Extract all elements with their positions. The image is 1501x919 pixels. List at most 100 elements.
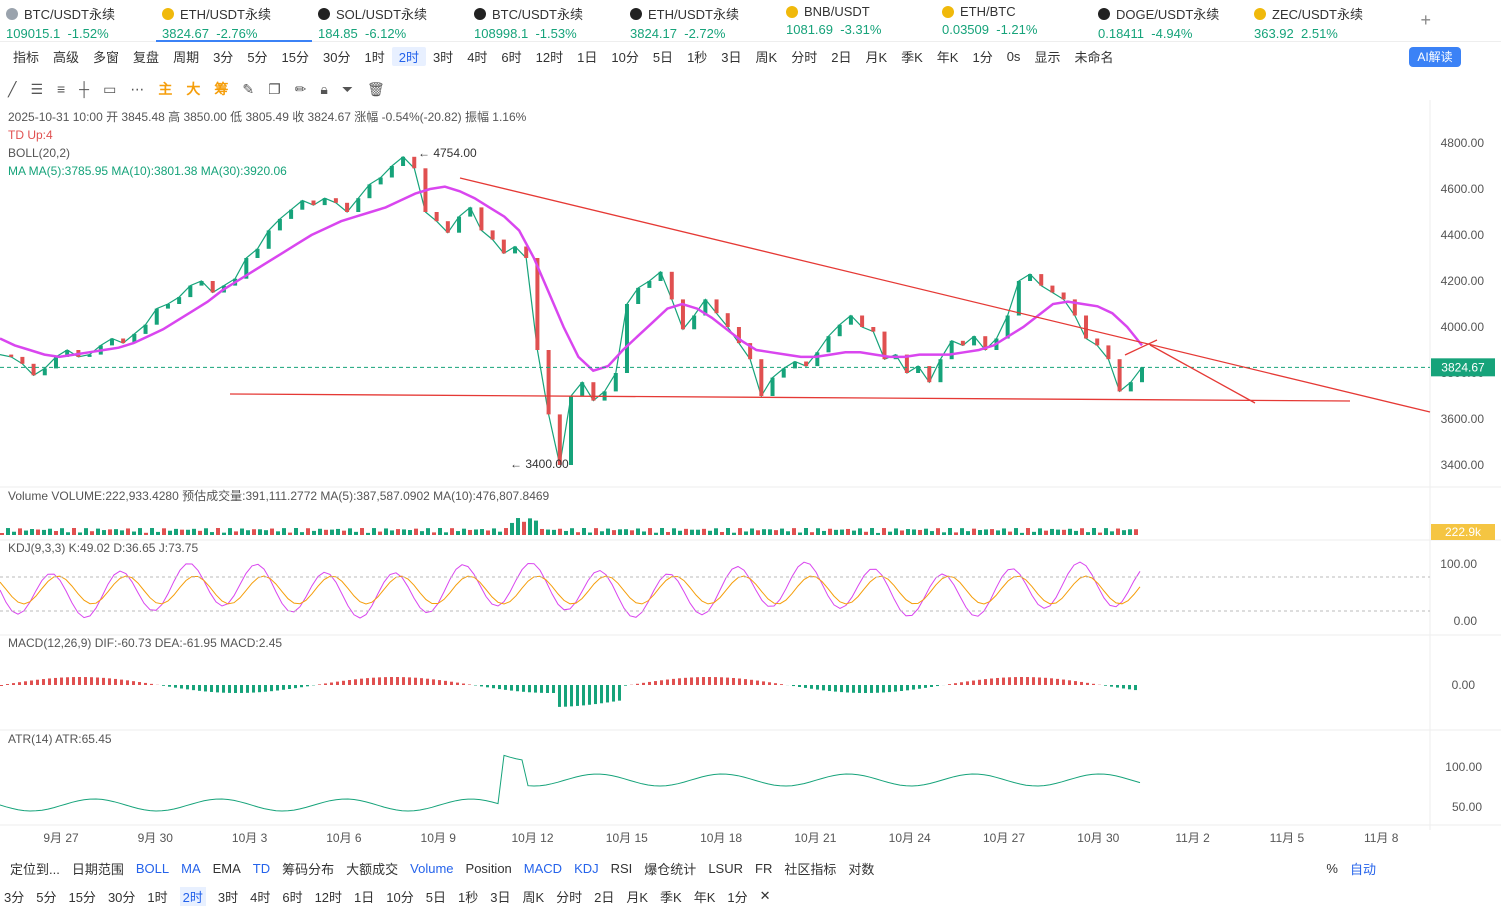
bottom-period-button[interactable]: 2时 [179, 886, 206, 906]
bottom-period-button[interactable]: 月K [626, 889, 649, 905]
bottom-period-button[interactable]: 周K [522, 889, 545, 905]
indicator-toggle[interactable]: RSI [610, 860, 633, 876]
filter-tool-icon[interactable]: ⏷ [341, 80, 354, 97]
period-button[interactable]: 5分 [247, 49, 268, 65]
indicator-toggle[interactable]: MA [181, 860, 201, 876]
period-button[interactable]: 3时 [432, 49, 454, 65]
period-button[interactable]: 分时 [791, 49, 818, 65]
large-order-button[interactable]: 大 [186, 81, 201, 97]
period-button[interactable]: 3分 [213, 49, 234, 65]
add-ticker-icon[interactable]: + [1420, 10, 1431, 30]
lock-tool-icon[interactable]: 🔒︎ [320, 80, 328, 97]
brush-tool-icon[interactable]: ✎ [242, 80, 255, 97]
bottom-period-button[interactable]: 6时 [282, 889, 303, 905]
indicator-toggle[interactable]: KDJ [574, 860, 599, 876]
period-button[interactable]: 6时 [501, 49, 522, 65]
ticker-tab[interactable]: ZEC/USDT永续 363.92 2.51% [1248, 0, 1404, 42]
bottom-period-button[interactable]: 1秒 [457, 889, 479, 905]
indicator-toggle[interactable]: % [1326, 860, 1338, 876]
period-button[interactable]: 周期 [173, 49, 200, 65]
ticker-tab[interactable]: ETH/BTC 0.03509 -1.21% [936, 0, 1092, 42]
pencil-tool-icon[interactable]: ✏ [294, 80, 307, 97]
period-button[interactable]: 2日 [831, 49, 852, 65]
bottom-period-button[interactable]: 1时 [147, 889, 168, 905]
ticker-tab[interactable]: DOGE/USDT永续 0.18411 -4.94% [1092, 0, 1248, 42]
period-button[interactable]: 1日 [577, 49, 598, 65]
ai-analysis-button[interactable]: AI解读 [1409, 47, 1461, 67]
indicator-toggle[interactable]: 自动 [1349, 861, 1376, 877]
period-button[interactable]: 4时 [467, 49, 488, 65]
ticker-tab[interactable]: BTC/USDT永续 109015.1 -1.52% [0, 0, 156, 42]
bottom-period-button[interactable]: 1日 [354, 889, 375, 905]
bottom-period-button[interactable]: 12时 [314, 889, 343, 905]
period-button[interactable]: 周K [755, 49, 778, 65]
period-button[interactable]: 显示 [1034, 49, 1061, 65]
line-tool-icon[interactable]: ╱ [8, 80, 17, 97]
bottom-period-button[interactable]: 5日 [425, 889, 446, 905]
copy-tool-icon[interactable]: ❐ [268, 80, 281, 97]
rect-tool-icon[interactable]: ▭ [103, 80, 117, 97]
period-button[interactable]: 15分 [281, 49, 310, 65]
bottom-period-button[interactable]: 1分 [727, 889, 748, 905]
period-button[interactable]: 季K [901, 49, 923, 65]
indicator-toggle[interactable]: 日期范围 [71, 861, 124, 877]
bottom-period-button[interactable]: 年K [693, 889, 716, 905]
period-button[interactable]: 2时 [391, 46, 426, 66]
main-indicator-button[interactable]: 主 [158, 81, 173, 97]
bottom-period-button[interactable]: 3分 [4, 889, 25, 905]
indicator-toggle[interactable]: EMA [212, 860, 241, 876]
period-button[interactable]: 3日 [721, 49, 742, 65]
indicator-toggle[interactable]: 社区指标 [784, 861, 837, 877]
close-icon[interactable]: ✕ [759, 888, 771, 903]
indicator-toggle[interactable]: BOLL [135, 860, 170, 876]
indicator-toggle[interactable]: MACD [523, 860, 563, 876]
price-chart[interactable]: 4800.004600.004400.004200.004000.003800.… [0, 100, 1501, 845]
indicator-toggle[interactable]: 大额成交 [346, 861, 399, 877]
trash-tool-icon[interactable]: 🗑︎ [367, 80, 385, 97]
period-button[interactable]: 10分 [611, 49, 639, 65]
ticker-tab[interactable]: BNB/USDT 1081.69 -3.31% [780, 0, 936, 42]
period-button[interactable]: 1分 [972, 49, 993, 65]
ticker-tab[interactable]: ETH/USDT永续 3824.17 -2.72% [624, 0, 780, 42]
bottom-period-button[interactable]: 季K [660, 889, 682, 905]
bottom-period-button[interactable]: 5分 [36, 889, 57, 905]
chip-button[interactable]: 筹 [214, 81, 229, 97]
bottom-period-button[interactable]: 2日 [594, 889, 615, 905]
bottom-period-button[interactable]: 30分 [107, 889, 136, 905]
ticker-tab[interactable]: ETH/USDT永续 3824.67 -2.76% [156, 0, 312, 42]
period-button[interactable]: 12时 [535, 49, 564, 65]
indicator-toggle[interactable]: Position [465, 860, 512, 876]
hline-tool-icon[interactable]: ☰ [30, 80, 43, 97]
ticker-tab[interactable]: BTC/USDT永续 108998.1 -1.53% [468, 0, 624, 42]
more-tool-icon[interactable]: ⋯ [130, 80, 145, 97]
indicator-toggle[interactable]: 筹码分布 [282, 861, 335, 877]
period-button[interactable]: 30分 [323, 49, 351, 65]
indicator-toggle[interactable]: TD [252, 860, 271, 876]
bottom-period-button[interactable]: 15分 [68, 889, 96, 905]
indicator-toggle[interactable]: 对数 [848, 861, 875, 877]
period-button[interactable]: 未命名 [1074, 49, 1114, 65]
bottom-period-button[interactable]: 分时 [556, 889, 583, 905]
period-button[interactable]: 1时 [364, 49, 385, 65]
bottom-period-button[interactable]: 3日 [490, 889, 511, 905]
channel-tool-icon[interactable]: ≡ [57, 81, 66, 97]
period-button[interactable]: 指标 [13, 49, 40, 65]
period-button[interactable]: 多窗 [93, 49, 120, 65]
period-button[interactable]: 年K [936, 49, 959, 65]
period-button[interactable]: 1秒 [687, 49, 708, 65]
cross-tool-icon[interactable]: ┼ [79, 81, 90, 97]
period-button[interactable]: 月K [865, 49, 888, 65]
period-button[interactable]: 高级 [53, 49, 80, 65]
bottom-period-button[interactable]: 10分 [386, 889, 414, 905]
indicator-toggle[interactable]: LSUR [708, 860, 743, 876]
indicator-toggle[interactable]: FR [755, 860, 773, 876]
period-button[interactable]: 5日 [652, 49, 674, 65]
period-button[interactable]: 复盘 [133, 49, 160, 65]
indicator-toggle[interactable]: 爆仓统计 [644, 861, 697, 877]
bottom-period-button[interactable]: 3时 [217, 889, 239, 905]
indicator-toggle[interactable]: 定位到... [10, 861, 60, 877]
ticker-tab[interactable]: SOL/USDT永续 184.85 -6.12% [312, 0, 468, 42]
indicator-toggle[interactable]: Volume [410, 860, 454, 876]
period-button[interactable]: 0s [1006, 48, 1021, 64]
bottom-period-button[interactable]: 4时 [250, 889, 271, 905]
